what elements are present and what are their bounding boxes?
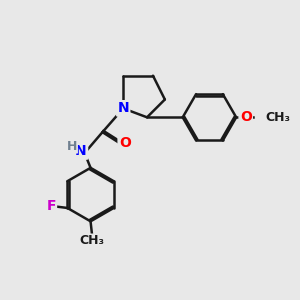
Text: N: N [75,145,87,158]
Text: CH₃: CH₃ [80,234,104,247]
Text: N: N [117,101,129,116]
Text: CH₃: CH₃ [265,111,290,124]
Text: O: O [119,136,131,150]
Text: H: H [67,140,77,153]
Text: F: F [46,199,56,213]
Text: O: O [240,110,252,124]
